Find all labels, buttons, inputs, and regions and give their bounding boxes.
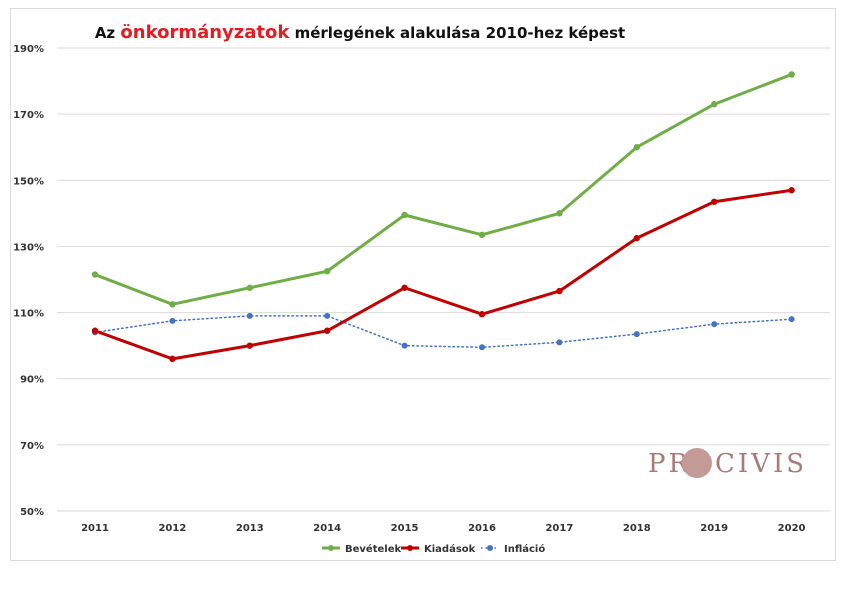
legend-marker (328, 545, 334, 551)
data-point (324, 268, 331, 275)
x-tick-label: 2015 (391, 523, 419, 534)
logo-circle (682, 448, 712, 478)
y-tick-label: 130% (13, 242, 44, 253)
data-point (91, 327, 99, 334)
legend-label: Infláció (504, 543, 545, 555)
data-point (479, 344, 485, 351)
data-point (788, 187, 795, 194)
logo-text-right: CIVIS (715, 449, 807, 479)
x-tick-label: 2018 (623, 523, 651, 534)
title-suffix: mérlegének alakulása 2010-hez képest (294, 24, 626, 42)
data-point (788, 71, 795, 78)
data-point (246, 312, 253, 319)
x-tick-label: 2011 (81, 523, 109, 534)
data-point (246, 342, 253, 349)
x-tick-label: 2020 (778, 523, 806, 534)
series-line-bevételek (93, 72, 794, 306)
chart-title: Az önkormányzatok mérlegének alakulása 2… (0, 22, 720, 43)
series-line-kiadások (93, 188, 794, 361)
data-point (556, 210, 563, 217)
data-point (633, 144, 640, 151)
data-point (711, 198, 718, 205)
logo-text-left: PR (648, 449, 691, 479)
x-tick-label: 2012 (158, 523, 186, 534)
legend-label: Kiadások (424, 543, 476, 555)
legend: Bevételek Kiadások Infláció (322, 543, 545, 555)
data-point (324, 327, 331, 334)
data-point (711, 321, 718, 328)
y-tick-label: 150% (13, 176, 44, 187)
x-axis-ticks: 2011 2012 2013 2014 2015 2016 2017 2018 2019 2020 (81, 523, 805, 534)
x-tick-label: 2019 (700, 523, 728, 534)
legend-marker (487, 545, 493, 551)
title-highlight: önkormányzatok (120, 22, 290, 43)
y-tick-label: 110% (13, 309, 44, 320)
data-point (169, 355, 176, 363)
data-point (401, 284, 408, 291)
title-prefix: Az (94, 24, 116, 42)
data-point (246, 284, 253, 291)
data-point (478, 311, 486, 318)
legend-label: Bevételek (345, 543, 401, 555)
data-point (401, 211, 408, 219)
y-tick-label: 170% (13, 110, 44, 121)
data-point (711, 101, 718, 108)
data-point (169, 317, 176, 324)
procivis-logo: PR CIVIS (648, 448, 807, 479)
gridlines (57, 47, 830, 512)
data-point (556, 339, 563, 346)
data-point (788, 316, 795, 323)
x-tick-label: 2013 (236, 523, 264, 534)
legend-marker (407, 545, 413, 551)
data-point (91, 271, 99, 278)
data-point (633, 234, 640, 242)
x-tick-label: 2017 (545, 523, 573, 534)
data-point (169, 301, 176, 308)
data-point (633, 331, 640, 338)
data-point (478, 231, 486, 239)
y-tick-label: 190% (13, 44, 44, 55)
x-tick-label: 2016 (468, 523, 496, 534)
x-tick-label: 2014 (313, 523, 341, 534)
data-point (324, 312, 331, 319)
data-point (401, 342, 408, 349)
y-axis-ticks: 50% 70% 90% 110% 130% 150% 170% 190% (13, 44, 44, 518)
series-line-infláció (94, 315, 793, 349)
y-tick-label: 50% (20, 507, 44, 518)
y-tick-label: 70% (20, 441, 44, 452)
data-point (556, 287, 563, 295)
y-tick-label: 90% (20, 375, 44, 386)
series-layer (91, 71, 795, 363)
